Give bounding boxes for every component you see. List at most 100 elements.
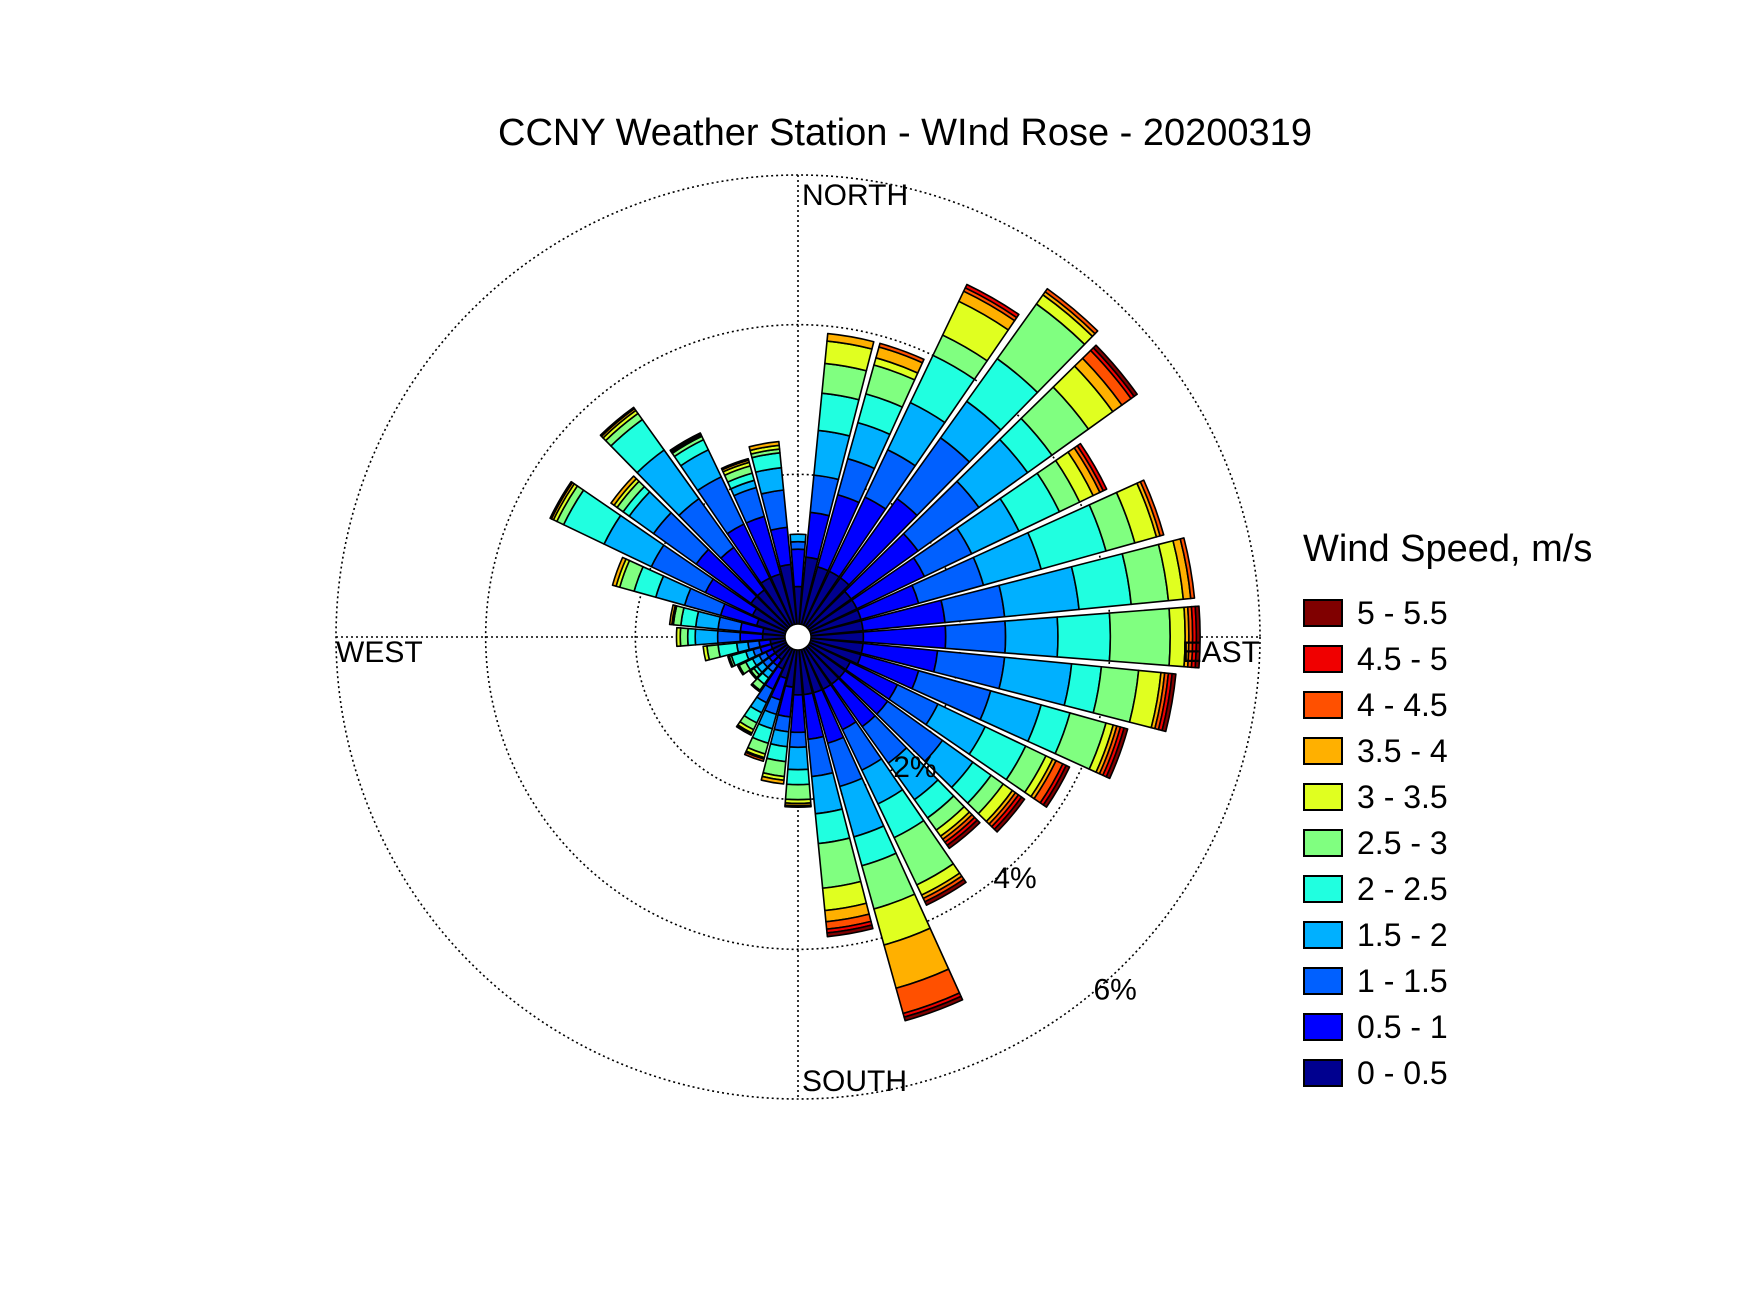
bar-dir120-bin10 [1042,764,1071,808]
bar-dir220-bin6 [750,682,761,693]
legend-label: 2 - 2.5 [1357,870,1448,907]
legend-swatch [1303,691,1343,719]
legend-swatch [1303,599,1343,627]
bar-dir10-bin7 [826,332,875,350]
bar-dir50-bin10 [1092,344,1138,398]
bar-dir170-bin10 [826,924,874,938]
legend-label: 2.5 - 3 [1357,824,1448,861]
bar-dir180-bin1 [789,693,807,734]
bar-dir280-bin7 [668,604,677,626]
wind-rose-bars [549,283,1201,1022]
legend-swatch [1303,783,1343,811]
bar-dir190-bin7 [760,775,785,785]
legend-swatch [1303,1059,1343,1087]
legend-item: 2.5 - 3 [1303,820,1448,866]
radial-tick-label-6: 6% [1093,973,1136,1006]
bar-dir0-bin2 [789,540,807,551]
legend-label: 0 - 0.5 [1357,1054,1448,1091]
legend-item: 1 - 1.5 [1303,958,1448,1004]
legend-item: 2 - 2.5 [1303,866,1448,912]
bar-dir210-bin8 [735,725,753,736]
bar-dir90-bin3 [1004,616,1059,658]
legend-item: 0 - 0.5 [1303,1050,1448,1096]
legend-label: 0.5 - 1 [1357,1008,1448,1045]
bar-dir170-bin4 [814,808,851,845]
bar-dir20-bin8 [878,342,925,364]
legend-label: 3.5 - 4 [1357,732,1448,769]
bar-dir270-bin5 [679,627,689,647]
bar-dir340-bin8 [720,457,750,471]
bar-dir180-bin5 [784,783,812,801]
legend: 5 - 5.5 4.5 - 5 4 - 4.5 3.5 - 4 3 - 3.5 2.5 -… [1303,590,1448,1096]
legend-item: 4.5 - 5 [1303,636,1448,682]
bar-dir40-bin8 [1044,287,1099,335]
legend-swatch [1303,829,1343,857]
direction-label-south: SOUTH [802,1065,907,1098]
bar-dir90-bin2 [944,620,1007,654]
bar-dir270-bin6 [675,626,682,648]
legend-swatch [1303,1013,1343,1041]
bar-dir270-bin2 [716,630,742,644]
bar-dir130-bin10 [993,796,1026,833]
bar-dir10-bin4 [817,392,860,437]
axis-labels: NORTH EAST SOUTH WEST 2% 4% 6% [336,179,1260,1098]
legend-label: 3 - 3.5 [1357,778,1448,815]
bar-dir60-bin9 [1076,442,1108,492]
bar-dir240-bin6 [736,664,745,676]
bar-dir320-bin8 [599,406,636,438]
bar-dir140-bin10 [946,819,981,850]
legend-swatch [1303,737,1343,765]
bar-dir270-bin3 [694,628,719,646]
bar-dir330-bin8 [669,432,702,452]
legend-item: 5 - 5.5 [1303,590,1448,636]
bar-dir80-bin4 [1070,552,1132,611]
bar-dir230-bin6 [748,669,758,680]
legend-item: 3.5 - 4 [1303,728,1448,774]
center-hole [784,623,812,651]
radial-tick-label-2: 2% [893,751,936,784]
legend-swatch [1303,645,1343,673]
bar-dir260-bin6 [702,645,711,662]
legend-item: 3 - 3.5 [1303,774,1448,820]
bar-dir350-bin7 [748,440,781,452]
bar-dir30-bin9 [964,283,1020,319]
bar-dir270-bin4 [686,627,697,647]
bar-dir70-bin8 [1139,479,1165,537]
bar-dir170-bin5 [817,837,862,890]
legend-swatch [1303,967,1343,995]
legend-swatch [1303,921,1343,949]
bar-dir0-bin3 [789,533,807,543]
legend-swatch [1303,875,1343,903]
bar-dir90-bin4 [1056,612,1112,662]
legend-label: 1.5 - 2 [1357,916,1448,953]
legend-label: 4.5 - 5 [1357,640,1448,677]
legend-label: 1 - 1.5 [1357,962,1448,999]
bar-dir90-bin5 [1108,607,1171,667]
legend-item: 0.5 - 1 [1303,1004,1448,1050]
legend-label: 4 - 4.5 [1357,686,1448,723]
bar-dir150-bin10 [924,878,967,906]
bar-dir180-bin2 [788,731,808,749]
bar-dir250-bin6 [727,655,734,668]
legend-title: Wind Speed, m/s [1303,528,1593,570]
bar-dir300-bin8 [549,480,574,520]
bar-dir180-bin3 [787,746,809,771]
direction-label-west: WEST [336,636,423,669]
bar-dir290-bin7 [611,556,627,588]
bar-dir100-bin10 [1161,672,1177,733]
bar-dir310-bin7 [610,475,638,507]
bar-dir200-bin8 [743,751,765,763]
bar-dir160-bin10 [903,995,964,1022]
bar-dir90-bin10 [1194,605,1201,669]
bar-dir110-bin10 [1105,727,1129,780]
radial-tick-label-4: 4% [993,862,1036,895]
legend-item: 4 - 4.5 [1303,682,1448,728]
direction-label-north: NORTH [802,179,908,212]
bar-dir180-bin8 [784,804,812,808]
legend-label: 5 - 5.5 [1357,594,1448,631]
chart-title: CCNY Weather Station - WInd Rose - 20200… [498,112,1312,154]
legend-item: 1.5 - 2 [1303,912,1448,958]
direction-label-east: EAST [1182,636,1260,669]
bar-dir80-bin8 [1179,537,1196,600]
